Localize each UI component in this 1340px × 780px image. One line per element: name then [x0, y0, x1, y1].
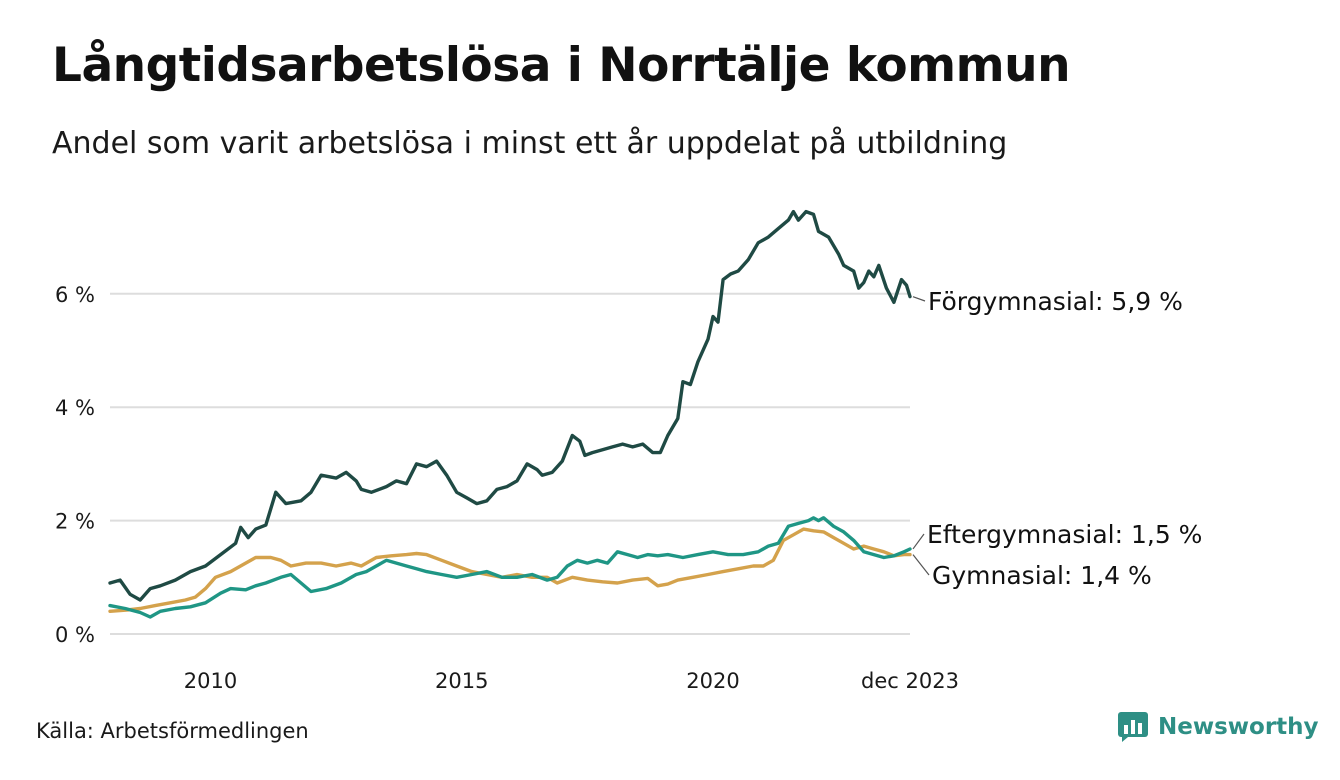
y-axis-ticks: 0 % 2 % 4 % 6 % — [55, 283, 95, 647]
series-line-gymnasial — [108, 527, 912, 613]
y-tick-label: 0 % — [55, 623, 95, 647]
x-tick-label: 2015 — [435, 669, 488, 693]
series-line-eftergymnasial — [108, 516, 912, 619]
end-label-förgymnasial: Förgymnasial: 5,9 % — [928, 287, 1183, 316]
gridlines — [110, 292, 910, 635]
brand-logo: Newsworthy — [1118, 712, 1319, 742]
series-line-förgymnasial — [108, 209, 912, 602]
end-labels: Förgymnasial: 5,9 % Eftergymnasial: 1,5 %… — [912, 287, 1202, 590]
x-tick-label: 2020 — [686, 669, 739, 693]
leader-line — [912, 296, 926, 302]
x-tick-label: dec 2023 — [861, 669, 959, 693]
source-note: Källa: Arbetsförmedlingen — [36, 719, 309, 743]
end-label-gymnasial: Gymnasial: 1,4 % — [932, 561, 1152, 590]
chart-title: Långtidsarbetslösa i Norrtälje kommun — [52, 38, 1071, 93]
leader-line — [912, 533, 925, 550]
x-tick-label: 2010 — [184, 669, 237, 693]
end-label-eftergymnasial: Eftergymnasial: 1,5 % — [927, 520, 1202, 549]
brand-name: Newsworthy — [1158, 714, 1319, 740]
y-tick-label: 4 % — [55, 396, 95, 420]
series-lines — [108, 209, 912, 619]
chart-subtitle: Andel som varit arbetslösa i minst ett å… — [52, 126, 1008, 161]
leader-line — [912, 554, 930, 576]
newsworthy-icon — [1118, 712, 1148, 742]
y-tick-label: 6 % — [55, 283, 95, 307]
y-tick-label: 2 % — [55, 510, 95, 534]
x-axis-ticks: 2010 2015 2020 dec 2023 — [184, 669, 959, 693]
